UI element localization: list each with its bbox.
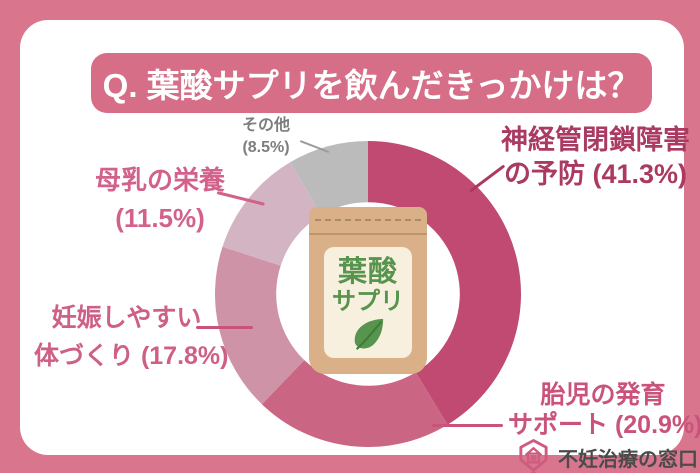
donut-segment-fertility [215, 246, 305, 405]
leader-line-fetal [432, 424, 503, 427]
leaf-icon [354, 318, 384, 350]
callout-taiji-line1: 胎児の発育 [540, 381, 666, 409]
donut-segment-breast-milk [222, 162, 322, 266]
pouch-ziplock [309, 207, 427, 235]
callout-bonyu-line2: (11.5%) [115, 203, 205, 233]
donut-segment-neural-tube [368, 141, 521, 425]
callout-breast-milk: 母乳の栄養 (11.5%) [75, 161, 245, 237]
question-title: Q. 葉酸サプリを飲んだきっかけは？ [102, 67, 641, 104]
callout-ninshin-line2: 体づくり (17.8%) [34, 342, 229, 370]
pouch-product-name-line2: サプリ [332, 288, 404, 315]
brand-logo-icon [519, 439, 548, 473]
callout-neural-line2: の予防 (41.3%) [503, 159, 688, 189]
callout-sonota-line2: (8.5%) [242, 139, 290, 156]
brand-logo-text: 不妊治療の窓口 [558, 448, 698, 471]
donut-segment-other [290, 141, 368, 215]
donut-segment-fetal-growth [261, 360, 448, 447]
supplement-pouch-illustration: 葉酸 サプリ [309, 207, 427, 374]
donut-chart [215, 141, 521, 447]
pouch-ziplock-dashes [315, 219, 421, 221]
callout-taiji-line2: サポート (20.9%) [508, 411, 700, 439]
callout-ninshin-line1: 妊娠しやすい [51, 304, 202, 332]
callout-bonyu-line1: 母乳の栄養 [94, 165, 225, 195]
callout-neural-line1: 神経管閉鎖障害 [501, 125, 690, 155]
callout-neural-tube: 神経管閉鎖障害 の予防 (41.3%) [488, 123, 700, 191]
callout-sonota-line1: その他 [241, 117, 290, 134]
callout-fetal-growth: 胎児の発育 サポート (20.9%) [508, 380, 700, 440]
callout-other: その他 (8.5%) [220, 115, 312, 159]
content-card: Q. 葉酸サプリを飲んだきっかけは？ 神経管閉鎖障害 の予防 (41.3%) 母… [20, 20, 700, 473]
brand-logo: 不妊治療の窓口 [516, 438, 698, 473]
leader-line-fertility [196, 326, 253, 329]
pouch-label: 葉酸 サプリ [324, 247, 412, 358]
question-banner: Q. 葉酸サプリを飲んだきっかけは？ [91, 53, 652, 113]
pouch-product-name-line1: 葉酸 [337, 256, 398, 288]
callout-fertility: 妊娠しやすい 体づくり (17.8%) [34, 299, 229, 375]
